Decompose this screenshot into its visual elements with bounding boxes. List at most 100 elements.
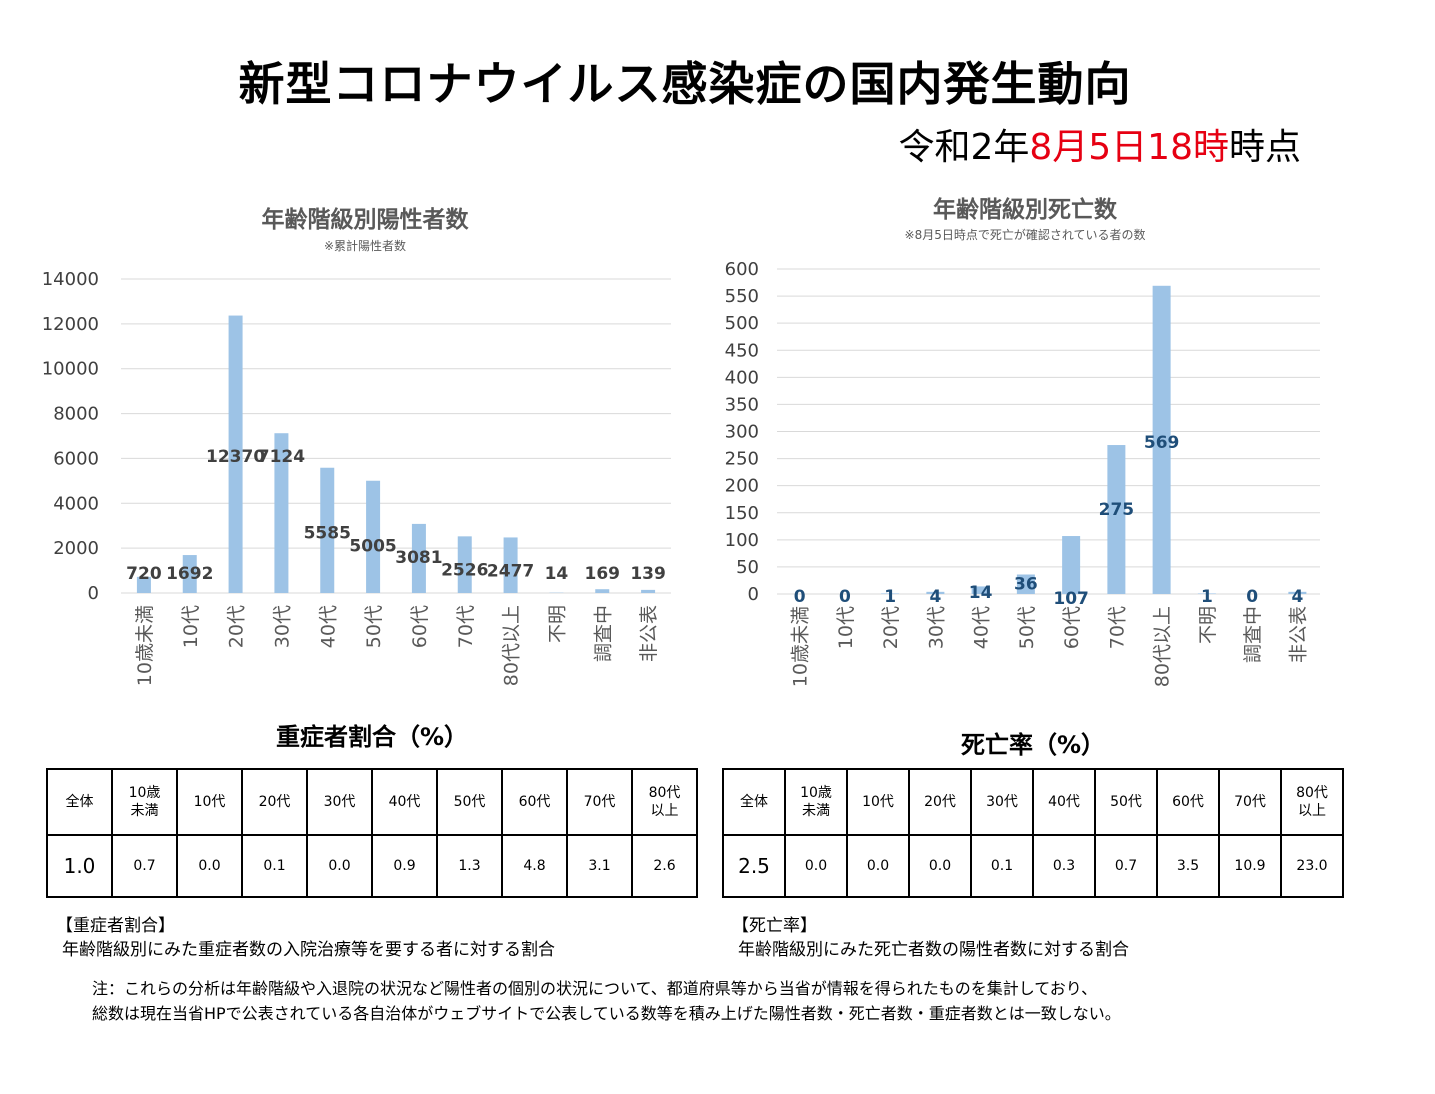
rate-cell: 0.1 <box>241 834 308 898</box>
severe-note-body: 年齢階級別にみた重症者数の入院治療等を要する者に対する割合 <box>62 940 555 960</box>
data-label: 275 <box>1099 500 1135 520</box>
data-label: 7124 <box>258 447 305 467</box>
page-title: 新型コロナウイルス感染症の国内発生動向 <box>238 57 1132 111</box>
x-tick-label: 40代 <box>317 605 339 648</box>
bar <box>926 591 945 594</box>
bar <box>641 589 656 593</box>
bar <box>228 315 243 593</box>
rate-cell: 23.0 <box>1280 834 1344 898</box>
rate-cell: 0.0 <box>176 834 243 898</box>
x-tick-label: 10歳未満 <box>790 606 812 687</box>
y-tick-label: 550 <box>725 286 759 307</box>
x-tick-label: 10代 <box>835 606 857 649</box>
x-tick-label: 非公表 <box>1287 606 1309 663</box>
data-label: 720 <box>126 564 162 584</box>
mortality-header-row: 全体 10歳 未満 10代 20代 30代 40代 50代 60代 70代 80代 以上 <box>722 768 1344 836</box>
y-tick-label: 2000 <box>53 538 99 559</box>
y-tick-label: 250 <box>725 449 759 470</box>
data-label: 0 <box>794 587 806 607</box>
rate-cell: 3.5 <box>1156 834 1220 898</box>
severe-rate-title: 重症者割合（%） <box>275 723 469 751</box>
rate-cell: 0.7 <box>111 834 178 898</box>
rate-cell: 10.9 <box>1218 834 1282 898</box>
rate-cell: 3.1 <box>566 834 633 898</box>
x-tick-label: 30代 <box>271 605 293 648</box>
bar <box>457 536 472 593</box>
bar <box>1016 574 1035 594</box>
data-label: 2477 <box>487 561 534 581</box>
x-tick-label: 70代 <box>1106 606 1128 649</box>
data-label: 14 <box>969 583 993 603</box>
bar <box>182 555 197 593</box>
x-tick-label: 10歳未満 <box>134 605 156 686</box>
y-tick-label: 0 <box>88 583 99 604</box>
column-header: 60代 <box>1156 768 1220 836</box>
bar <box>503 537 518 593</box>
column-header: 70代 <box>566 768 633 836</box>
bar <box>1197 593 1216 594</box>
x-tick-label: 20代 <box>226 605 248 648</box>
x-tick-label: 60代 <box>409 605 431 648</box>
y-tick-label: 150 <box>725 503 759 524</box>
data-label: 12370 <box>206 447 265 467</box>
data-label: 4 <box>929 587 941 607</box>
column-header: 80代 以上 <box>1280 768 1344 836</box>
data-label: 5585 <box>304 524 351 544</box>
data-label: 1 <box>884 587 896 607</box>
data-label: 3081 <box>395 548 442 568</box>
bar <box>411 523 426 593</box>
column-header: 20代 <box>241 768 308 836</box>
y-tick-label: 350 <box>725 394 759 415</box>
rate-cell: 0.3 <box>1032 834 1096 898</box>
chart-title: 年齢階級別陽性者数 <box>262 206 470 233</box>
rate-cell: 0.7 <box>1094 834 1158 898</box>
y-tick-label: 200 <box>725 476 759 497</box>
data-label: 1692 <box>166 564 213 584</box>
bar <box>595 589 610 593</box>
bar <box>971 586 990 594</box>
x-tick-label: 50代 <box>1016 606 1038 649</box>
column-header: 20代 <box>908 768 972 836</box>
column-header: 50代 <box>1094 768 1158 836</box>
data-label: 2526 <box>441 560 488 580</box>
rate-cell: 0.9 <box>371 834 438 898</box>
column-header: 70代 <box>1218 768 1282 836</box>
x-tick-label: 調査中 <box>1242 606 1264 663</box>
x-tick-label: 50代 <box>363 605 385 648</box>
positive-by-age-chart: 年齢階級別陽性者数 ※累計陽性者数 0 2000 4000 6000 8000 10000 12… <box>42 206 671 686</box>
column-header: 40代 <box>371 768 438 836</box>
data-label: 107 <box>1053 589 1089 609</box>
column-header: 60代 <box>501 768 568 836</box>
y-tick-label: 6000 <box>53 448 99 469</box>
rate-cell: 0.0 <box>306 834 373 898</box>
timestamp-highlight: 8月5日18時 <box>1029 127 1229 168</box>
mortality-rate-table: 全体 10歳 未満 10代 20代 30代 40代 50代 60代 70代 80代 以上 2.5 0.0… <box>722 768 1344 898</box>
data-label: 139 <box>630 564 666 584</box>
chart-title: 年齢階級別死亡数 <box>933 196 1118 223</box>
column-header: 30代 <box>306 768 373 836</box>
y-tick-label: 12000 <box>42 314 99 335</box>
footnote-line-1: 注：これらの分析は年齢階級や入退院の状況など陽性者の個別の状況について、都道府県… <box>92 979 1098 998</box>
x-tick-label: 不明 <box>1197 606 1219 644</box>
bar <box>320 467 335 593</box>
deaths-by-age-chart: 年齢階級別死亡数※8月5日時点で死亡が確認されている者の数05010015020… <box>725 196 1320 687</box>
x-tick-label: 30代 <box>925 606 947 649</box>
data-label: 569 <box>1144 433 1180 453</box>
mortality-rate-title: 死亡率（%） <box>960 731 1106 759</box>
y-tick-label: 600 <box>725 259 759 280</box>
column-header: 10代 <box>846 768 910 836</box>
data-label: 169 <box>585 564 621 584</box>
x-tick-label: 20代 <box>880 606 902 649</box>
rate-cell: 4.8 <box>501 834 568 898</box>
x-tick-label: 80代以上 <box>501 605 523 686</box>
column-header: 10代 <box>176 768 243 836</box>
y-tick-label: 4000 <box>53 493 99 514</box>
column-header: 40代 <box>1032 768 1096 836</box>
total-rate-cell: 1.0 <box>46 834 113 898</box>
bar <box>1062 536 1081 594</box>
y-tick-label: 300 <box>725 422 759 443</box>
mortality-note-body: 年齢階級別にみた死亡者数の陽性者数に対する割合 <box>738 940 1129 960</box>
data-label: 14 <box>545 564 569 584</box>
data-label: 36 <box>1014 575 1038 595</box>
data-label: 0 <box>1246 587 1258 607</box>
